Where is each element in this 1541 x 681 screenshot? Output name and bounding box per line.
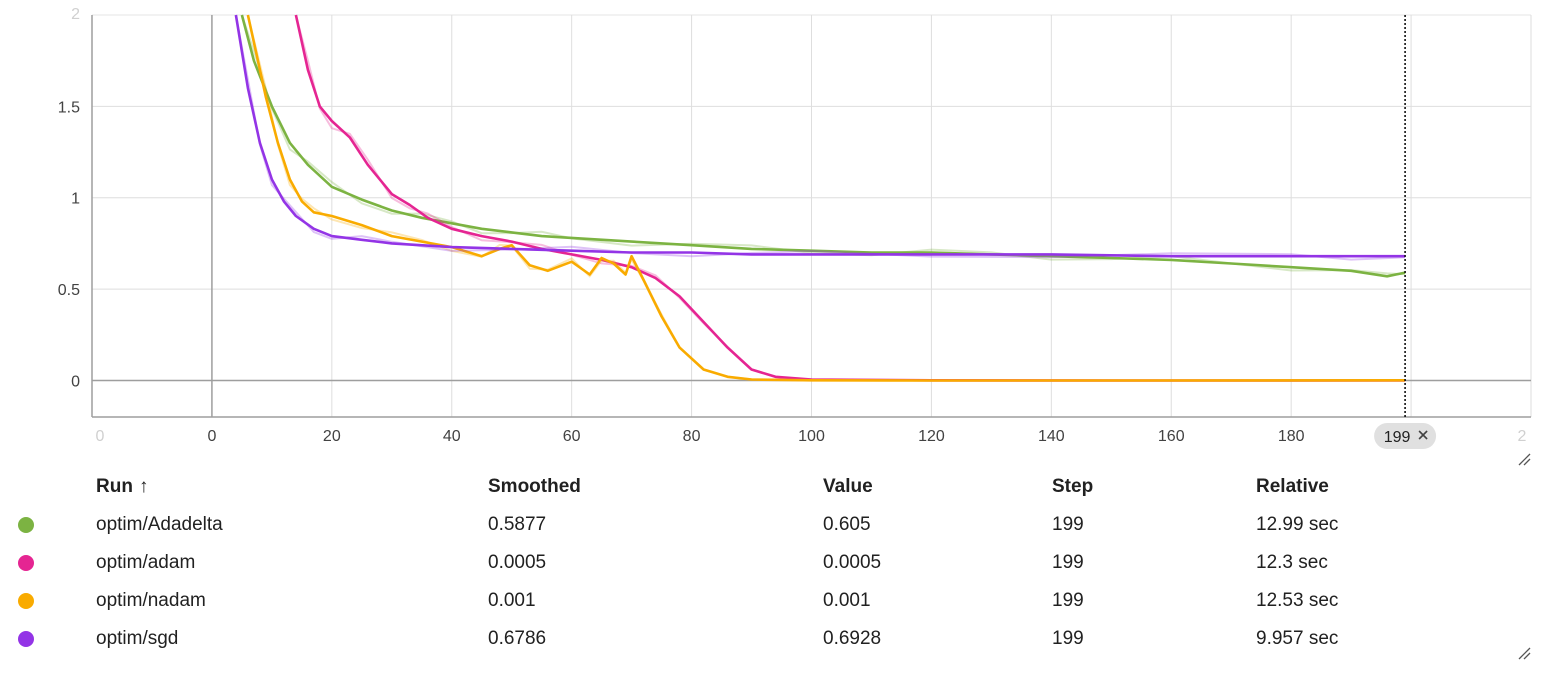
relative-time: 9.957 sec <box>1256 628 1339 649</box>
run-color-dot <box>18 592 34 609</box>
table-header-row: Run ↑ Smoothed Value Step Relative <box>0 468 1526 506</box>
cursor-step-label: 199 <box>1384 429 1411 446</box>
table-row: optim/nadam 0.001 0.001 199 12.53 sec <box>0 582 1526 620</box>
resize-icon <box>1518 453 1531 466</box>
resize-icon <box>1518 647 1531 660</box>
x-tick-label: 180 <box>1278 428 1305 445</box>
x-tick-label: 160 <box>1158 428 1185 445</box>
run-color-cell <box>0 620 96 658</box>
table-row: optim/adam 0.0005 0.0005 199 12.3 sec <box>0 544 1526 582</box>
x-tick-label: 20 <box>323 428 341 445</box>
y-tick-label: 1.5 <box>58 99 80 116</box>
relative-column-header[interactable]: Relative <box>1256 476 1329 497</box>
y-tick-label: 2 <box>71 6 80 23</box>
x-tick-label: 60 <box>563 428 581 445</box>
run-color-dot <box>18 554 34 571</box>
run-color-cell <box>0 544 96 582</box>
grid-lines <box>92 14 1532 417</box>
smoothed-value: 0.5877 <box>488 514 547 535</box>
run-name: optim/sgd <box>96 628 179 649</box>
series-line <box>234 14 1406 258</box>
smoothed-value: 0.6786 <box>488 628 547 649</box>
raw-value: 0.6928 <box>823 628 882 649</box>
x-tick-label: 0 <box>96 428 105 445</box>
relative-time: 12.99 sec <box>1256 514 1339 535</box>
run-name: optim/Adadelta <box>96 514 223 535</box>
series-line <box>240 14 1406 278</box>
raw-value: 0.605 <box>823 514 871 535</box>
run-color-cell <box>0 582 96 620</box>
runs-table: Run ↑ Smoothed Value Step Relative optim/… <box>0 468 1526 658</box>
relative-time: 12.53 sec <box>1256 590 1339 611</box>
y-tick-label: 0 <box>71 373 80 390</box>
series-line <box>246 14 1406 382</box>
step-value: 199 <box>1052 552 1084 573</box>
smoothed-value: 0.001 <box>488 590 536 611</box>
run-name: optim/nadam <box>96 590 206 611</box>
x-tick-label: 40 <box>443 428 461 445</box>
relative-time: 12.3 sec <box>1256 552 1328 573</box>
x-tick-label: 2 <box>1518 428 1527 445</box>
series-raw-line <box>234 14 1406 261</box>
series-raw-line <box>240 14 1406 276</box>
y-tick-label: 0.5 <box>58 282 80 299</box>
smoothed-value: 0.0005 <box>488 552 547 573</box>
run-column-header[interactable]: Run ↑ <box>96 468 488 506</box>
x-tick-label: 0 <box>207 428 216 445</box>
run-color-cell <box>0 506 96 544</box>
raw-value: 0.0005 <box>823 552 882 573</box>
cursor-step-chip[interactable]: 199 <box>1374 423 1437 449</box>
x-tick-label: 100 <box>798 428 825 445</box>
smoothed-column-header[interactable]: Smoothed <box>488 476 581 497</box>
close-icon-stroke <box>1418 430 1428 440</box>
series-line <box>294 14 1406 382</box>
cursor-chip-background <box>1374 423 1437 449</box>
series-lines <box>234 14 1406 382</box>
table-resize-handle[interactable] <box>1517 646 1531 660</box>
raw-value: 0.001 <box>823 590 871 611</box>
close-icon <box>1418 430 1428 440</box>
x-tick-label: 80 <box>683 428 701 445</box>
y-tick-label: 1 <box>71 191 80 208</box>
x-tick-label: 120 <box>918 428 945 445</box>
run-color-dot <box>18 516 34 533</box>
run-color-dot <box>18 630 34 647</box>
step-value: 199 <box>1052 628 1084 649</box>
run-header-label: Run <box>96 476 133 497</box>
x-tick-label: 140 <box>1038 428 1065 445</box>
color-column-header <box>0 468 96 506</box>
run-name: optim/adam <box>96 552 196 573</box>
step-cursor[interactable]: 199 <box>1374 15 1437 449</box>
sort-ascending-icon: ↑ <box>138 476 149 497</box>
step-value: 199 <box>1052 514 1084 535</box>
table-row: optim/sgd 0.6786 0.6928 199 9.957 sec <box>0 620 1526 658</box>
step-column-header[interactable]: Step <box>1052 476 1094 497</box>
step-value: 199 <box>1052 590 1084 611</box>
table-row: optim/Adadelta 0.5877 0.605 199 12.99 se… <box>0 506 1526 544</box>
value-column-header[interactable]: Value <box>823 476 873 497</box>
chart-resize-handle[interactable] <box>1517 452 1531 466</box>
